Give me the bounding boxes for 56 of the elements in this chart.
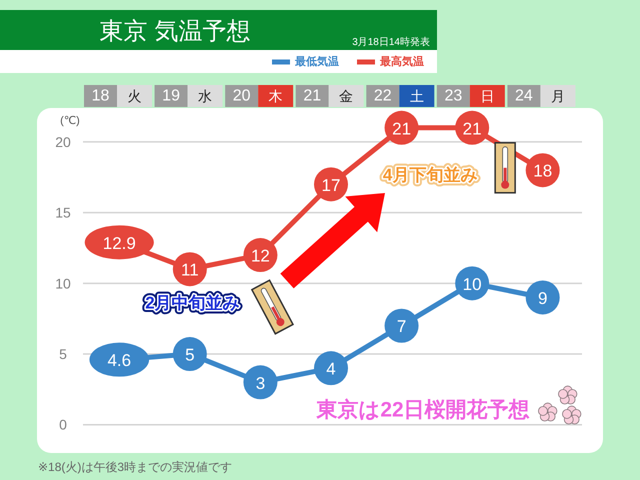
data-label: 5 xyxy=(185,346,195,365)
y-tick-label: 15 xyxy=(55,204,71,221)
x-tick: 19 水 xyxy=(154,85,223,107)
x-tick: 21 金 xyxy=(296,85,364,107)
data-label: 7 xyxy=(396,317,406,336)
chart-subtitle: 3月18日14時発表 xyxy=(352,36,430,48)
data-label: 9 xyxy=(538,288,548,308)
point: 21 xyxy=(455,110,490,145)
data-label: 17 xyxy=(322,176,340,195)
annotation: 4月下旬並み xyxy=(382,165,478,184)
y-axis-title: (℃) xyxy=(60,115,80,127)
point: 10 xyxy=(455,266,490,300)
data-label: 10 xyxy=(462,274,482,294)
x-tick: 18 火 xyxy=(84,85,152,107)
data-label: 21 xyxy=(462,119,482,138)
point: 5 xyxy=(172,337,207,372)
data-label: 4.6 xyxy=(107,351,132,370)
text: ※18(火)は午後3時までの実況値です xyxy=(38,460,232,474)
x-tick-label: 23 日 xyxy=(444,88,494,104)
data-label: 3 xyxy=(256,374,266,393)
data-label: 21 xyxy=(392,119,412,138)
legend-label: 最低気温 xyxy=(294,55,339,68)
data-label: 12.9 xyxy=(102,234,136,253)
y-tick-label: 10 xyxy=(55,275,71,292)
x-tick-label: 21 金 xyxy=(303,88,354,104)
point: 3 xyxy=(243,365,278,400)
x-tick-label: 22 土 xyxy=(374,88,424,104)
x-tick-label: 24 月 xyxy=(515,88,565,104)
x-tick-label: 20 木 xyxy=(232,88,283,104)
point: 7 xyxy=(384,308,419,343)
chart-title: 東京 気温予想 xyxy=(100,18,250,45)
x-tick: 24 月 xyxy=(507,85,576,107)
point: 11 xyxy=(172,252,207,286)
point: 12.9 xyxy=(84,225,154,260)
x-tick-label: 19 水 xyxy=(162,88,212,104)
point: 9 xyxy=(526,280,560,314)
data-label: 11 xyxy=(181,260,199,280)
data-label: 12 xyxy=(250,246,270,266)
x-tick: 22 土 xyxy=(366,85,434,107)
point: 12 xyxy=(243,238,278,272)
point: 17 xyxy=(314,167,348,202)
point: 4.6 xyxy=(89,342,150,377)
point: 21 xyxy=(384,110,419,145)
x-tick: 23 日 xyxy=(436,85,505,107)
y-tick-label: 5 xyxy=(59,346,68,362)
legend-label: 最高気温 xyxy=(379,55,424,68)
y-tick-label: 0 xyxy=(59,416,68,433)
x-tick: 20 木 xyxy=(225,85,294,107)
point: 4 xyxy=(314,351,348,386)
x-tick-label: 18 火 xyxy=(92,88,142,104)
annotation: 2月中旬並み xyxy=(145,294,240,313)
point: 18 xyxy=(526,153,560,188)
data-label: 18 xyxy=(533,162,552,181)
data-label: 4 xyxy=(326,360,336,379)
annotation: 東京は22日桜開花予想 xyxy=(315,398,530,422)
y-tick-label: 20 xyxy=(55,134,71,150)
